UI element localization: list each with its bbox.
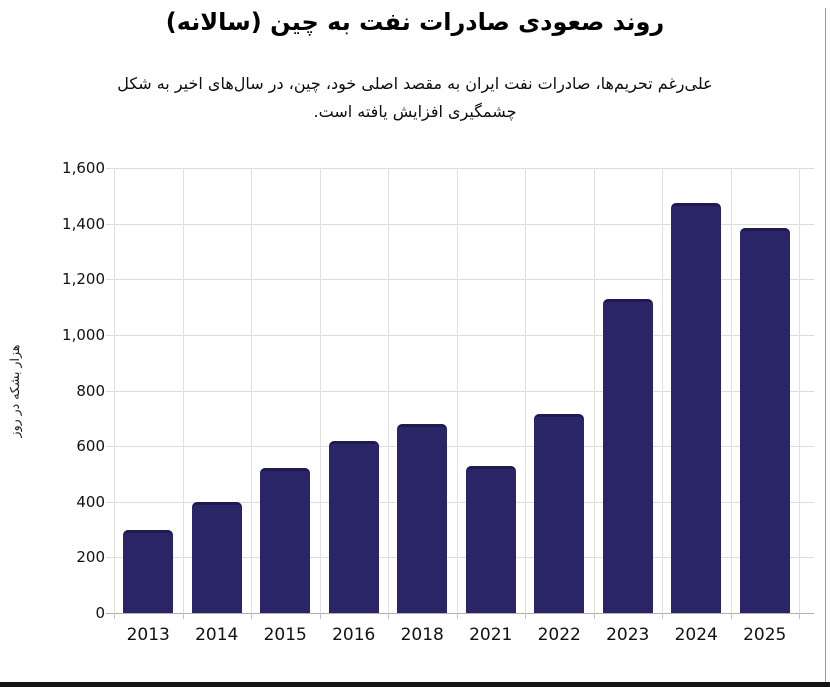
bar-2018 [397, 423, 448, 613]
gridline-x-2 [251, 168, 252, 613]
bar-2015 [260, 468, 311, 613]
x-tick-label-2022: 2022 [537, 625, 581, 645]
chart-subtitle-line-2: چشمگیری افزایش یافته است. [313, 102, 517, 121]
gridline-y-400 [106, 501, 814, 503]
bar-2025 [739, 227, 790, 613]
x-tick-label-2016: 2016 [332, 625, 376, 645]
bar-2022 [534, 414, 585, 613]
x-tick-label-2018: 2018 [400, 625, 444, 645]
gridline-x-3 [319, 168, 321, 613]
gridline-y-1000 [106, 334, 814, 336]
x-tick-label-2023: 2023 [606, 625, 650, 645]
y-tick-label-200: 200 [76, 548, 105, 567]
gridline-x-9 [730, 168, 732, 613]
x-tick-label-2015: 2015 [263, 625, 307, 645]
gridline-y-1400 [106, 223, 814, 225]
y-tick-label-400: 400 [76, 492, 105, 511]
gridline-y-1600 [106, 168, 814, 169]
chart-subtitle: علی‌رغم تحریم‌ها، صادرات نفت ایران به مق… [45, 70, 785, 126]
y-tick-label-1000: 1,000 [62, 325, 105, 344]
chart-right-border [825, 8, 826, 682]
chart-title: روند صعودی صادرات نفت به چین (سالانه) [165, 8, 665, 36]
y-tick-label-600: 600 [76, 437, 105, 456]
x-tick-mark-9 [730, 613, 732, 619]
x-tick-mark-6 [525, 613, 526, 619]
bar-2023 [602, 298, 653, 613]
x-tick-mark-8 [662, 613, 663, 619]
y-tick-label-1400: 1,400 [62, 214, 105, 233]
gridline-y-200 [106, 557, 814, 559]
bar-2016 [328, 440, 379, 613]
gridline-x-10 [799, 168, 800, 613]
x-tick-mark-3 [319, 613, 321, 619]
chart-subtitle-line-1: علی‌رغم تحریم‌ها، صادرات نفت ایران به مق… [117, 74, 713, 93]
gridline-y-600 [106, 446, 814, 448]
y-tick-label-1600: 1,600 [62, 159, 105, 177]
image-bottom-border [0, 682, 830, 687]
gridline-x-0 [114, 168, 115, 613]
x-tick-label-2013: 2013 [126, 625, 170, 645]
x-tick-label-2024: 2024 [674, 625, 718, 645]
gridline-x-1 [182, 168, 184, 613]
gridline-x-6 [525, 168, 526, 613]
x-tick-mark-1 [182, 613, 184, 619]
x-tick-mark-5 [456, 613, 458, 619]
x-tick-mark-10 [799, 613, 800, 619]
y-tick-label-0: 0 [95, 604, 105, 622]
x-tick-label-2025: 2025 [743, 625, 787, 645]
x-tick-mark-0 [114, 613, 115, 619]
x-tick-mark-2 [251, 613, 252, 619]
gridline-y-800 [106, 390, 814, 392]
gridline-y-1200 [106, 279, 814, 281]
y-axis-title: هزار بشکه در روز [7, 344, 22, 438]
gridline-y-0 [106, 613, 814, 614]
x-tick-label-2021: 2021 [469, 625, 513, 645]
y-tick-label-1200: 1,200 [62, 270, 105, 289]
y-tick-label-800: 800 [76, 381, 105, 400]
gridline-x-5 [456, 168, 458, 613]
plot-area [106, 168, 814, 614]
x-tick-mark-4 [388, 613, 389, 619]
bar-2021 [465, 465, 516, 613]
x-tick-mark-7 [593, 613, 595, 619]
bar-2024 [671, 202, 722, 613]
gridline-x-4 [388, 168, 389, 613]
gridline-x-7 [593, 168, 595, 613]
bar-2013 [123, 529, 174, 613]
gridline-x-8 [662, 168, 663, 613]
x-tick-label-2014: 2014 [195, 625, 239, 645]
bar-2014 [191, 501, 242, 613]
